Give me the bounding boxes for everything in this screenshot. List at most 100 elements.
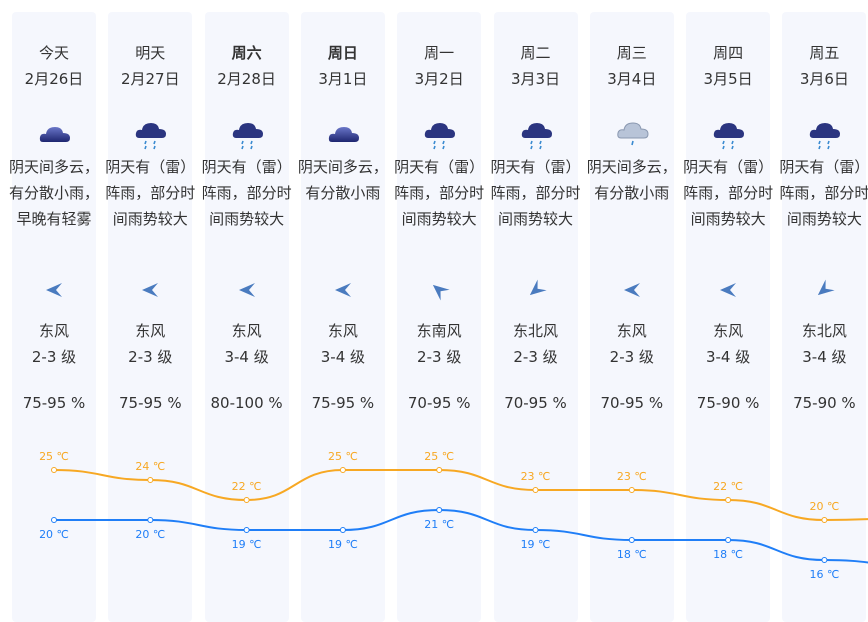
high-temperature-label: 22 ℃ [232,480,262,493]
high-temperature-point [436,467,443,473]
wind-direction-arrow-icon [813,279,836,302]
date: 2月26日 [24,70,84,88]
weekday: 明天 [135,44,166,62]
low-temperature-point [243,527,250,533]
humidity: 80-100 % [210,394,283,412]
wind-level: 3-4 级 [705,348,751,366]
low-temperature-label: 21 ℃ [424,518,454,531]
low-temperature-label: 20 ℃ [135,528,165,541]
humidity: 70-95 % [407,394,471,412]
humidity: 75-95 % [311,394,375,412]
low-temperature-label: 19 ℃ [232,538,262,551]
low-temperature-label: 18 ℃ [617,548,647,561]
high-temperature-label: 25 ℃ [424,450,454,463]
high-temperature-point [147,477,154,483]
cloudy-icon [327,116,361,152]
rain-icon [712,116,746,152]
wind-direction: 东南风 [416,322,462,340]
wind-level: 3-4 级 [802,348,847,366]
weekday: 周二 [520,44,551,62]
weather-description: 阴天间多云，有分散小雨 [297,158,388,202]
low-temperature-point [436,507,443,513]
date: 3月6日 [799,70,849,88]
low-temperature-label: 19 ℃ [521,538,551,551]
humidity: 70-95 % [504,394,567,412]
high-temperature-point [243,497,250,503]
weather-description: 阴天有（雷）阵雨，部分时间雨势较大 [490,158,581,228]
wind-direction-arrow-icon [428,279,451,302]
weekday: 今天 [38,44,69,62]
wind-direction-arrow-icon [524,279,547,302]
wind-direction: 东风 [713,322,744,340]
humidity: 75-95 % [22,394,86,412]
low-temperature-point [147,517,154,523]
high-temperature-label: 23 ℃ [617,470,647,483]
high-temperature-label: 20 ℃ [809,500,839,513]
day-column: 周日 3月1日 阴天间多云，有分散小雨 东风 3-4 级 75-95 % [298,12,388,622]
low-temperature-label: 18 ℃ [713,548,743,561]
high-temperature-point [821,517,828,523]
high-temperature-label: 25 ℃ [328,450,358,463]
wind-direction: 东风 [38,322,69,340]
high-temperature-label: 25 ℃ [39,450,69,463]
weekday: 周六 [231,44,262,62]
weather-description: 阴天有（雷）阵雨，部分时间雨势较大 [105,158,196,228]
day-column: 周一 3月2日 阴天有（雷）阵雨，部分时间雨势较大 东南风 2-3 级 70-9… [394,12,484,622]
low-temperature-point [821,557,828,563]
day-column: 周四 3月5日 阴天有（雷）阵雨，部分时间雨势较大 东风 3-4 级 75-90… [683,12,773,622]
low-temperature-line [54,508,868,564]
weekday: 周三 [616,44,647,62]
date: 3月1日 [318,70,368,88]
date: 3月5日 [703,70,753,88]
wind-level: 2-3 级 [128,348,173,366]
weekday: 周五 [809,44,840,62]
weather-description: 阴天有（雷）阵雨，部分时间雨势较大 [394,158,485,228]
high-temperature-line [53,468,868,522]
high-temperature-point [51,467,57,473]
weather-description: 阴天间多云，有分散小雨，早晚有轻雾 [8,158,99,228]
high-temperature-point [725,497,732,503]
rain-icon [231,116,265,152]
wind-level: 2-3 级 [513,348,558,366]
low-temperature-point [628,537,635,543]
day-column: 周三 3月4日 阴天间多云，有分散小雨 东风 2-3 级 70-95 % [587,12,677,622]
low-temperature-point [725,537,732,543]
wind-direction: 东风 [616,322,647,340]
rain-icon [134,116,168,152]
wind-direction-arrow-icon [720,282,737,298]
high-temperature-point [532,487,539,493]
wind-direction-arrow-icon [623,282,640,298]
light-rain-icon [616,116,650,152]
high-temperature-point [628,487,635,493]
weekday: 周日 [327,44,358,62]
weather-description: 阴天间多云，有分散小雨 [586,158,677,202]
high-temperature-label: 23 ℃ [521,470,551,483]
humidity: 75-90 % [696,394,760,412]
date: 3月3日 [510,70,561,88]
wind-level: 2-3 级 [31,348,77,366]
rain-icon [808,116,842,152]
wind-direction: 东风 [135,322,166,340]
rain-icon [520,116,554,152]
weekday: 周一 [424,44,455,62]
date: 3月2日 [414,70,464,88]
low-temperature-label: 19 ℃ [328,538,358,551]
date: 2月28日 [217,70,276,88]
wind-direction: 东风 [327,322,358,340]
weather-description: 阴天有（雷）阵雨，部分时间雨势较大 [201,158,292,228]
wind-direction-arrow-icon [142,282,159,298]
high-temperature-point [339,467,346,473]
low-temperature-label: 16 ℃ [809,568,839,581]
humidity: 70-95 % [600,394,664,412]
wind-direction-arrow-icon [334,282,351,298]
weekday: 周四 [713,44,744,62]
date: 2月27日 [120,70,180,88]
wind-direction-arrow-icon [46,282,62,298]
wind-direction: 东风 [231,322,262,340]
cloudy-icon [38,116,72,152]
humidity: 75-95 % [118,394,182,412]
weather-description: 阴天有（雷）阵雨，部分时间雨势较大 [683,158,774,228]
wind-direction: 东北风 [512,322,558,340]
low-temperature-label: 20 ℃ [39,528,69,541]
wind-level: 3-4 级 [224,348,269,366]
